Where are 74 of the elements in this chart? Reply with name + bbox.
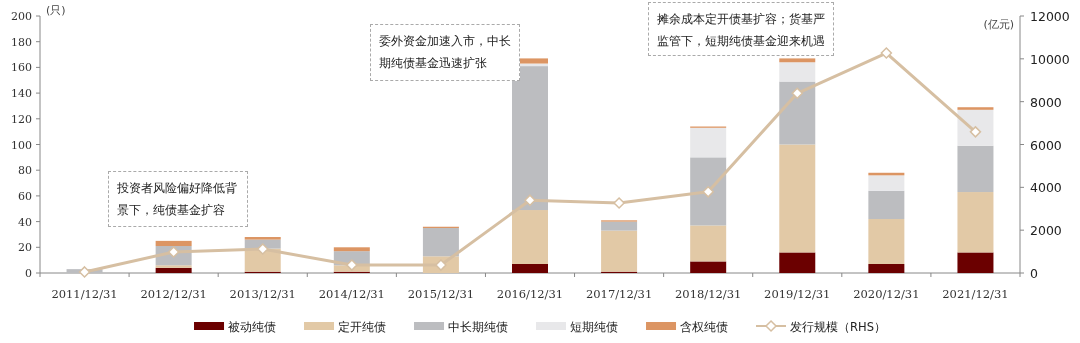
bar [779, 144, 816, 253]
bar [155, 267, 192, 273]
point [880, 47, 893, 59]
bar [422, 228, 459, 257]
point [791, 87, 804, 100]
x-tick-label: 2013/12/31 [229, 287, 296, 301]
x-tick-label: 2015/12/31 [407, 287, 475, 301]
y-tick-label: 0 [25, 267, 32, 280]
legend-label: 短期纯债 [570, 319, 619, 334]
y-tick-label: 120 [11, 112, 32, 126]
x-tick-label: 2018/12/31 [675, 287, 742, 301]
y-tick-label: 160 [11, 61, 32, 75]
bar [690, 225, 727, 262]
x-tick-label: 2014/12/31 [318, 287, 385, 301]
bar [333, 247, 370, 252]
bar [690, 261, 727, 273]
bar [155, 265, 192, 268]
legend-label: 被动纯债 [228, 319, 277, 334]
y2-tick-label: 4000 [1030, 180, 1062, 196]
y2-tick-label: 8000 [1030, 94, 1062, 110]
legend-label: 发行规模（RHS） [790, 319, 886, 334]
y-tick-label: 60 [18, 189, 32, 203]
y2-axis-title: (亿元) [983, 18, 1014, 31]
bar [779, 81, 816, 145]
bar [690, 157, 727, 226]
bar [244, 237, 281, 240]
legend-label: 中长期纯债 [448, 319, 509, 334]
bar [957, 252, 994, 273]
bar [779, 252, 816, 273]
bar [155, 240, 192, 247]
annotation: 委外资金加速入市，中长期纯债基金迅速扩张 [370, 24, 520, 81]
bar [512, 210, 548, 265]
legend-label: 含权纯债 [680, 319, 729, 334]
y-axis-title: (只) [46, 4, 66, 17]
point [524, 194, 536, 206]
bar [957, 145, 994, 193]
y2-tick-label: 10000 [1030, 51, 1070, 67]
y-tick-label: 200 [11, 10, 32, 23]
x-tick-label: 2016/12/31 [496, 287, 564, 301]
x-tick-label: 2017/12/31 [585, 287, 653, 301]
x-tick-label: 2011/12/31 [51, 287, 118, 301]
x-tick-label: 2021/12/31 [942, 287, 1009, 301]
x-tick-label: 2020/12/31 [853, 287, 920, 301]
y-tick-label: 80 [18, 164, 32, 178]
bar [957, 192, 994, 253]
point [78, 266, 91, 278]
y-tick-label: 40 [18, 215, 32, 229]
bar [690, 127, 727, 158]
y-tick-label: 100 [11, 138, 32, 152]
legend-label: 定开纯债 [338, 319, 387, 334]
point [702, 186, 714, 198]
y2-tick-label: 0 [1030, 266, 1038, 281]
y2-tick-label: 6000 [1030, 137, 1062, 153]
bar [601, 221, 638, 231]
point [613, 197, 625, 209]
bar [868, 219, 905, 265]
bar [868, 175, 905, 191]
bar [868, 190, 905, 220]
x-tick-label: 2012/12/31 [140, 287, 207, 301]
y2-tick-label: 2000 [1030, 223, 1062, 239]
y-tick-label: 20 [18, 241, 32, 255]
bar [601, 230, 638, 272]
y-tick-label: 180 [11, 35, 32, 49]
bar [512, 66, 548, 211]
bar [868, 264, 905, 273]
bar [512, 264, 548, 273]
y-tick-label: 140 [11, 87, 32, 101]
annotation: 摊余成本定开债基扩容；货基严监管下，短期纯债基金迎来机遇 [648, 2, 834, 56]
bar [779, 62, 816, 82]
annotation: 投资者风险偏好降低背景下，纯债基金扩容 [108, 171, 248, 227]
x-tick-label: 2019/12/31 [764, 287, 831, 301]
y2-tick-label: 12000 [1030, 9, 1070, 24]
bar [957, 107, 994, 110]
bar [779, 58, 816, 63]
